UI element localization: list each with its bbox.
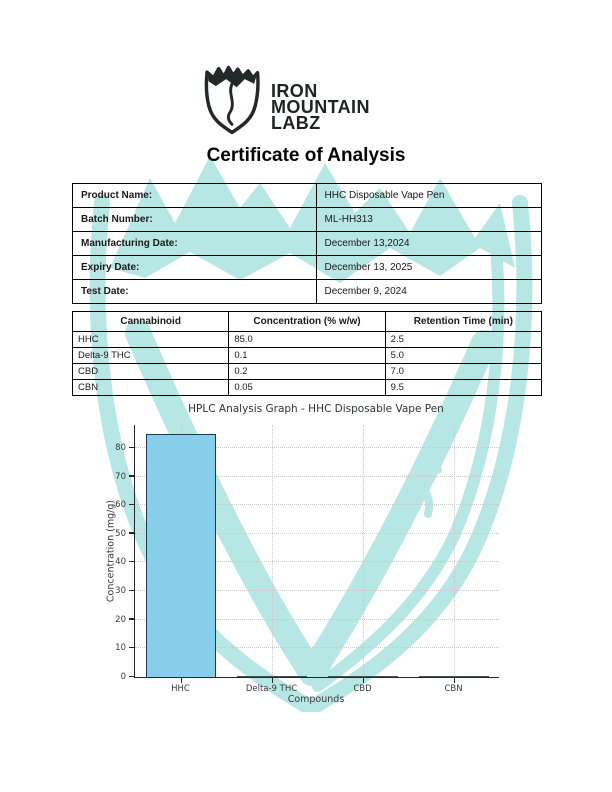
info-row: Manufacturing Date: December 13,2024 <box>72 231 542 256</box>
table-cell: CBD <box>71 363 230 380</box>
info-label: Test Date: <box>72 279 317 304</box>
info-label: Product Name: <box>72 183 317 208</box>
cannabinoid-table: Cannabinoid Concentration (% w/w) Retentio… <box>71 311 543 396</box>
info-label: Expiry Date: <box>72 255 317 280</box>
brand-line-2: MOUNTAIN <box>271 97 370 117</box>
info-row: Test Date: December 9, 2024 <box>72 279 542 304</box>
table-row: CBN 0.05 9.5 <box>71 379 543 396</box>
table-cell: 9.5 <box>384 379 543 396</box>
info-value: HHC Disposable Vape Pen <box>315 183 542 208</box>
brand-name: IRON MOUNTAIN LABZ <box>271 81 370 133</box>
brand-line-1: IRON <box>271 81 318 101</box>
info-row: Product Name: HHC Disposable Vape Pen <box>72 183 542 208</box>
info-row: Batch Number: ML-HH313 <box>72 207 542 232</box>
table-cell: Delta-9 THC <box>71 347 230 364</box>
table-cell: HHC <box>71 331 230 348</box>
brand-line-3: LABZ <box>271 113 321 133</box>
info-label: Manufacturing Date: <box>72 231 317 256</box>
info-table: Product Name: HHC Disposable Vape Pen Batc… <box>72 183 542 304</box>
brand-logo: IRON MOUNTAIN LABZ <box>203 62 370 138</box>
info-row: Expiry Date: December 13, 2025 <box>72 255 542 280</box>
table-cell: CBN <box>71 379 230 396</box>
table-row: CBD 0.2 7.0 <box>71 363 543 380</box>
header-row: Cannabinoid Concentration (% w/w) Retentio… <box>71 311 543 332</box>
info-value: December 9, 2024 <box>315 279 542 304</box>
table-cell: 85.0 <box>228 331 386 348</box>
column-header: Concentration (% w/w) <box>228 311 386 332</box>
info-value: December 13,2024 <box>315 231 542 256</box>
table-cell: 2.5 <box>384 331 543 348</box>
table-row: Delta-9 THC 0.1 5.0 <box>71 347 543 364</box>
column-header: Retention Time (min) <box>384 311 543 332</box>
mountain-shield-icon <box>204 65 260 135</box>
info-value: ML-HH313 <box>315 207 542 232</box>
info-value: December 13, 2025 <box>315 255 542 280</box>
table-cell: 0.2 <box>228 363 386 380</box>
table-cell: 7.0 <box>384 363 543 380</box>
table-cell: 5.0 <box>384 347 543 364</box>
page-title: Certificate of Analysis <box>206 145 406 166</box>
info-label: Batch Number: <box>72 207 317 232</box>
column-header: Cannabinoid <box>71 311 230 332</box>
table-cell: 0.1 <box>228 347 386 364</box>
table-cell: 0.05 <box>228 379 386 396</box>
table-row: HHC 85.0 2.5 <box>71 331 543 348</box>
